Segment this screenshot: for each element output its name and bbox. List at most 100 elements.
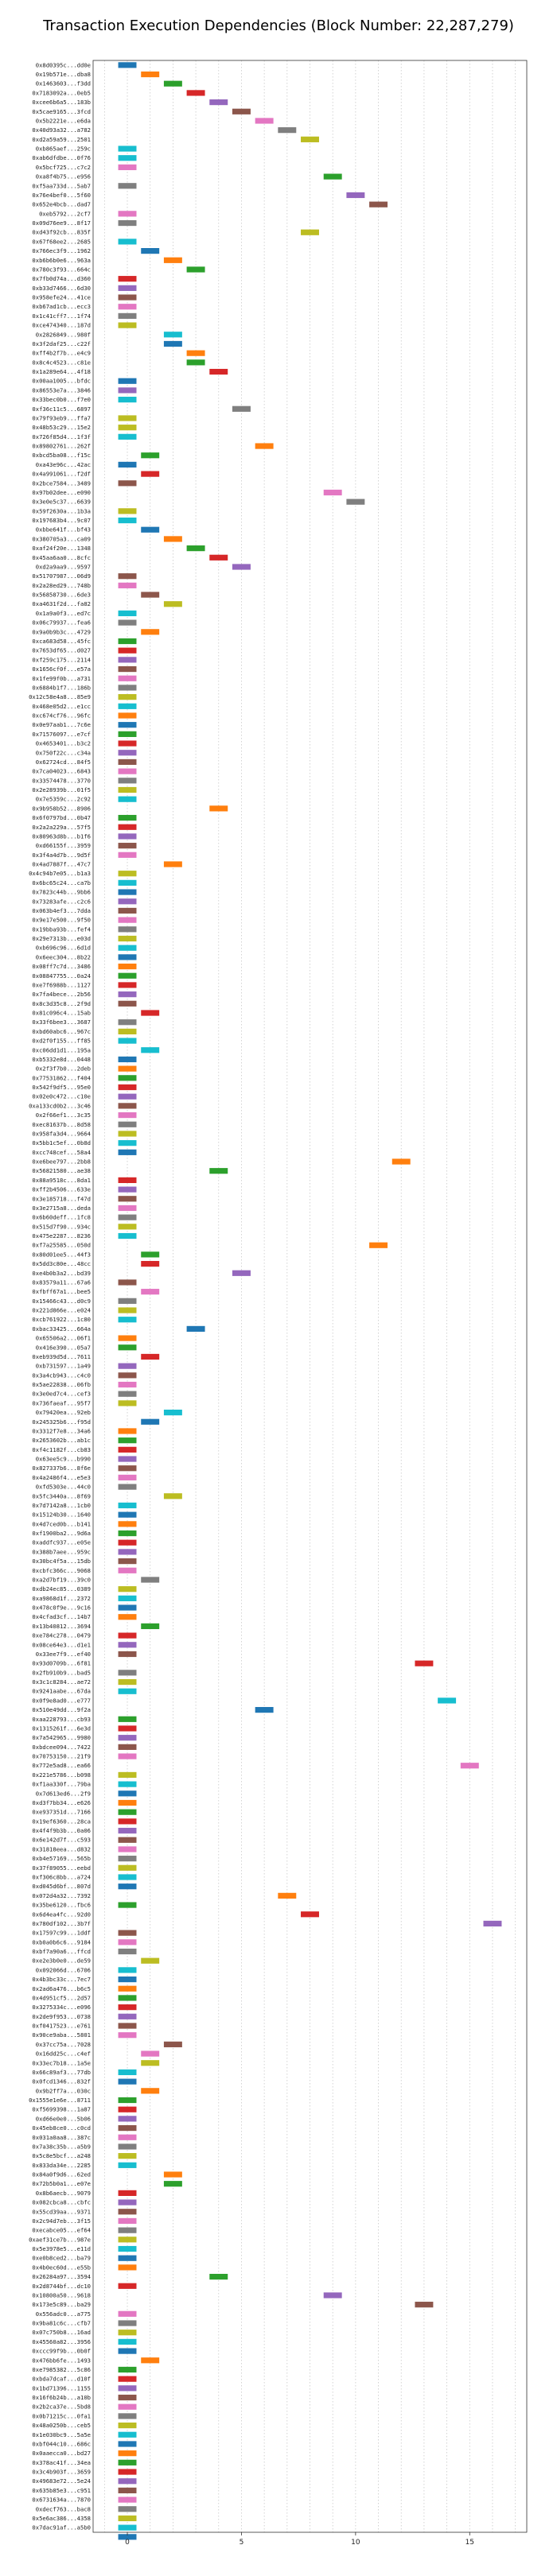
dependency-bar <box>141 1353 160 1360</box>
y-tick-label: 0xec81637b...8d58 <box>32 1121 91 1128</box>
dependency-bar <box>141 2050 160 2057</box>
y-tick-label: 0x56821580...ae38 <box>32 1167 91 1174</box>
y-tick-label: 0xa2d7bf19...39c0 <box>32 1576 91 1583</box>
dependency-bar <box>118 1846 137 1852</box>
dependency-bar <box>278 127 297 134</box>
dependency-bar <box>209 368 228 375</box>
y-tick-label: 0x3e0e5c37...6639 <box>32 499 91 506</box>
y-tick-label: 0x84a0f9d6...62ed <box>32 2171 91 2178</box>
dependency-bar <box>118 824 137 830</box>
dependency-bar <box>118 1056 137 1063</box>
y-tick-label: 0x5e3978e5...e11d <box>32 2245 91 2252</box>
y-tick-label: 0x2f3f7b0...2deb <box>36 1065 91 1073</box>
dependency-bar <box>118 2385 137 2392</box>
dependency-bar <box>118 2310 137 2317</box>
dependency-bar <box>118 1856 137 1862</box>
y-tick-label: 0xfbff67a1...bee5 <box>32 1288 91 1295</box>
dependency-bar <box>118 2515 137 2522</box>
dependency-bar <box>118 1837 137 1843</box>
dependency-bar <box>118 1939 137 1946</box>
dependency-bar <box>118 2116 137 2122</box>
dependency-bar <box>118 722 137 728</box>
dependency-bar <box>118 461 137 468</box>
dependency-bar <box>118 703 137 709</box>
dependency-bar <box>141 1957 160 1964</box>
dependency-bar <box>415 1660 434 1666</box>
dependency-bar <box>118 1670 137 1676</box>
y-tick-label: 0xbac33425...664a <box>32 1325 91 1333</box>
dependency-bar <box>118 1484 137 1490</box>
dependency-bar <box>118 2478 137 2485</box>
chart-title: Transaction Execution Dependencies (Bloc… <box>42 17 514 34</box>
dependency-bar <box>118 2078 137 2085</box>
dependency-bar <box>118 322 137 328</box>
y-tick-label: 0x6d4ea4fc...92d0 <box>32 1911 91 1918</box>
y-tick-label: 0x2c94d7eb...3f15 <box>32 2217 91 2225</box>
dependency-bar <box>232 564 251 570</box>
dependency-bar <box>118 304 137 310</box>
y-tick-label: 0x7a38c35b...a5b9 <box>32 2143 91 2150</box>
y-tick-label: 0x3c4b903f...3659 <box>32 2469 91 2476</box>
y-tick-label: 0xd43f92cb...835f <box>32 229 91 236</box>
y-tick-label: 0x00aa1005...bfdc <box>32 378 91 385</box>
x-tick-label: 5 <box>240 2539 244 2547</box>
dependency-bar <box>483 1920 502 1927</box>
dependency-bar <box>186 545 205 552</box>
dependency-bar <box>118 1196 137 1202</box>
y-tick-label: 0xbf044c10...686c <box>32 2440 91 2447</box>
y-tick-label: 0xaa228793...cb93 <box>32 1716 91 1723</box>
dependency-bar <box>118 1995 137 2001</box>
dependency-bar <box>118 415 137 421</box>
y-tick-label: 0x5bcf725...c7c2 <box>36 164 91 171</box>
y-tick-label: 0x4b3bc33c...7ec7 <box>32 1976 91 1983</box>
dependency-bar <box>118 1604 137 1611</box>
dependency-bar <box>118 972 137 979</box>
dependency-bar <box>118 1437 137 1444</box>
y-tick-label: 0xff2b4506...633e <box>32 1186 91 1193</box>
dependency-bar <box>118 1948 137 1955</box>
y-tick-label: 0xb865aef...259c <box>36 145 91 153</box>
dependency-bar <box>118 982 137 988</box>
y-tick-label: 0x1555e1e6e...8711 <box>29 2097 91 2104</box>
dependency-bar <box>118 1884 137 1890</box>
plot-frame <box>92 60 528 2533</box>
y-tick-label: 0x70753150...21f9 <box>32 1753 91 1760</box>
y-tick-labels: 0x8d0395c...dd0e 0x19b571e...dba8 0x146360… <box>29 61 91 2531</box>
dependency-bar <box>118 2237 137 2243</box>
y-tick-label: 0x7a542965...9980 <box>32 1734 91 1741</box>
y-tick-label: 0xf259c175...2114 <box>32 656 91 663</box>
dependency-bar <box>118 285 137 291</box>
y-tick-label: 0x93d0709b...6f81 <box>32 1660 91 1667</box>
dependency-bar <box>118 1735 137 1741</box>
dependency-bar <box>118 1567 137 1573</box>
y-tick-label: 0x83579a11...67a6 <box>32 1278 91 1286</box>
dependency-bar <box>118 1474 137 1481</box>
dependency-bar <box>118 517 137 524</box>
dependency-bar <box>118 1614 137 1620</box>
y-tick-label: 0x6b60deff...1fc8 <box>32 1214 91 1221</box>
y-tick-label: 0x1315261f...6e3d <box>32 1724 91 1732</box>
y-tick-label: 0xf7a25585...050d <box>32 1242 91 1249</box>
y-tick-label: 0x62724cd...84f5 <box>36 758 91 766</box>
dependency-bar <box>141 1577 160 1583</box>
y-tick-label: 0x3e2715a8...deda <box>32 1205 91 1212</box>
dependency-bar <box>209 805 228 812</box>
dependency-bar <box>118 62 137 68</box>
dependency-bar <box>118 2506 137 2512</box>
y-tick-label: 0x67f68ee2...2685 <box>32 238 91 245</box>
y-tick-label: 0x476bb6fe...1493 <box>32 2357 91 2364</box>
y-tick-label: 0xcc748cef...58a4 <box>32 1149 91 1156</box>
dependency-bar <box>118 2403 137 2410</box>
y-tick-label: 0xbf7a90a6...ffcd <box>32 1948 91 1955</box>
dependency-bar <box>118 1103 137 1109</box>
dependency-bar <box>186 350 205 356</box>
y-tick-label: 0x17597c99...1ddf <box>32 1930 91 1937</box>
y-tick-label: 0x3275334c...e096 <box>32 2004 91 2011</box>
y-tick-label: 0x56858730...6de3 <box>32 592 91 599</box>
dependency-bar <box>118 1177 137 1184</box>
y-tick-label: 0x10800a50...9618 <box>32 2291 91 2299</box>
y-tick-label: 0x80963d8b...b1f6 <box>32 832 91 840</box>
dependency-bar <box>118 2320 137 2326</box>
y-tick-label: 0x2e28939b...01f5 <box>32 786 91 793</box>
dependency-bar <box>255 118 274 124</box>
